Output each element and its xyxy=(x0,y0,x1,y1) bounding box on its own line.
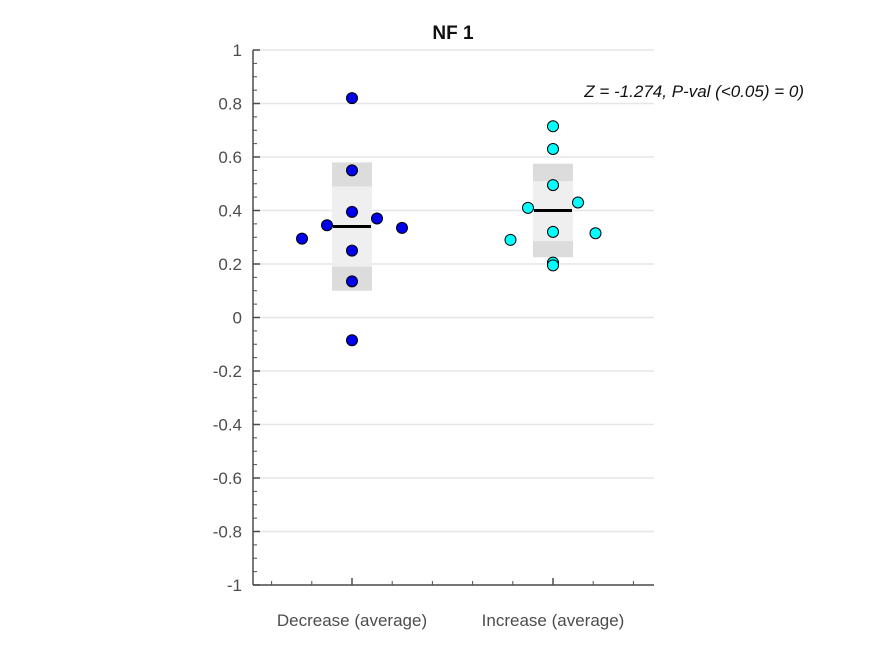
x-tick-label: Decrease (average) xyxy=(277,611,427,630)
y-tick-label: -0.6 xyxy=(213,469,242,488)
data-point xyxy=(522,201,534,214)
data-point xyxy=(346,334,358,347)
data-point xyxy=(371,212,383,225)
data-point xyxy=(504,233,517,246)
axes: 1 0.8 0.6 0.4 0.2 0 -0.2 -0.4 -0.6 -0.8 -1 Decrease… xyxy=(213,41,654,630)
y-tick-label: 0 xyxy=(233,309,242,328)
data-point xyxy=(547,120,559,133)
data-point xyxy=(346,164,358,177)
data-point xyxy=(589,227,602,240)
y-tick-label: 0.8 xyxy=(218,95,242,114)
y-tick-label: -0.8 xyxy=(213,523,242,542)
y-tick-label: -1 xyxy=(227,576,242,595)
data-points xyxy=(296,92,602,347)
data-point xyxy=(396,221,408,234)
x-tick-label: Increase (average) xyxy=(482,611,625,630)
data-point xyxy=(346,92,358,105)
y-tick-label: 0.4 xyxy=(218,202,242,221)
data-point xyxy=(572,196,584,209)
data-point xyxy=(296,232,308,245)
data-point xyxy=(547,225,559,238)
y-tick-label: -0.2 xyxy=(213,362,242,381)
chart-title: NF 1 xyxy=(432,23,474,44)
data-point xyxy=(547,142,559,155)
grid xyxy=(253,49,654,586)
stats-annotation: Z = -1.274, P-val (<0.05) = 0) xyxy=(583,82,804,101)
data-point xyxy=(346,244,358,257)
data-point xyxy=(321,219,333,232)
data-point xyxy=(346,205,358,218)
mean-lines xyxy=(333,209,572,229)
data-point xyxy=(547,259,559,272)
y-tick-label: -0.4 xyxy=(213,416,242,435)
y-tick-label: 0.2 xyxy=(218,255,242,274)
y-tick-label: 1 xyxy=(233,41,242,60)
data-point xyxy=(346,275,358,288)
y-tick-label: 0.6 xyxy=(218,148,242,167)
data-point xyxy=(547,179,559,192)
